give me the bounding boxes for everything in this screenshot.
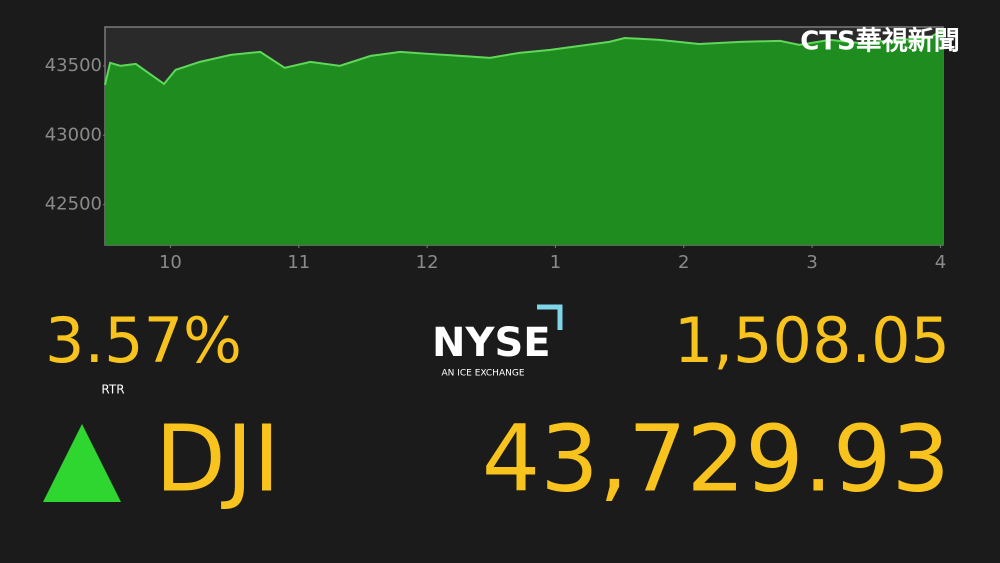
price: 43,729.93 bbox=[482, 405, 950, 512]
x-tick-label: 1 bbox=[550, 252, 561, 273]
x-tick-label: 4 bbox=[935, 252, 946, 273]
x-tick-label: 12 bbox=[416, 252, 439, 273]
up-arrow bbox=[43, 424, 121, 502]
x-tick-label: 3 bbox=[806, 252, 817, 273]
points: 1,508.05 bbox=[674, 304, 950, 377]
x-tick-label: 11 bbox=[287, 252, 310, 273]
y-tick-label: 43500 bbox=[45, 55, 102, 76]
symbol: DJI bbox=[155, 405, 280, 512]
exchange-sub: AN ICE EXCHANGE bbox=[441, 369, 524, 379]
y-tick-label: 42500 bbox=[45, 194, 102, 215]
line bbox=[104, 29, 944, 86]
change: 3.57% bbox=[45, 304, 242, 377]
x-tick-label: 10 bbox=[159, 252, 182, 273]
source: RTR bbox=[101, 383, 124, 397]
x-tick-label: 2 bbox=[678, 252, 689, 273]
plot bbox=[104, 29, 944, 245]
exchange: NYSE bbox=[432, 320, 551, 366]
area bbox=[105, 29, 943, 245]
y-tick-label: 43000 bbox=[45, 124, 102, 145]
logo: CTS華視新聞 bbox=[800, 26, 960, 57]
exchange-bracket bbox=[537, 304, 563, 330]
